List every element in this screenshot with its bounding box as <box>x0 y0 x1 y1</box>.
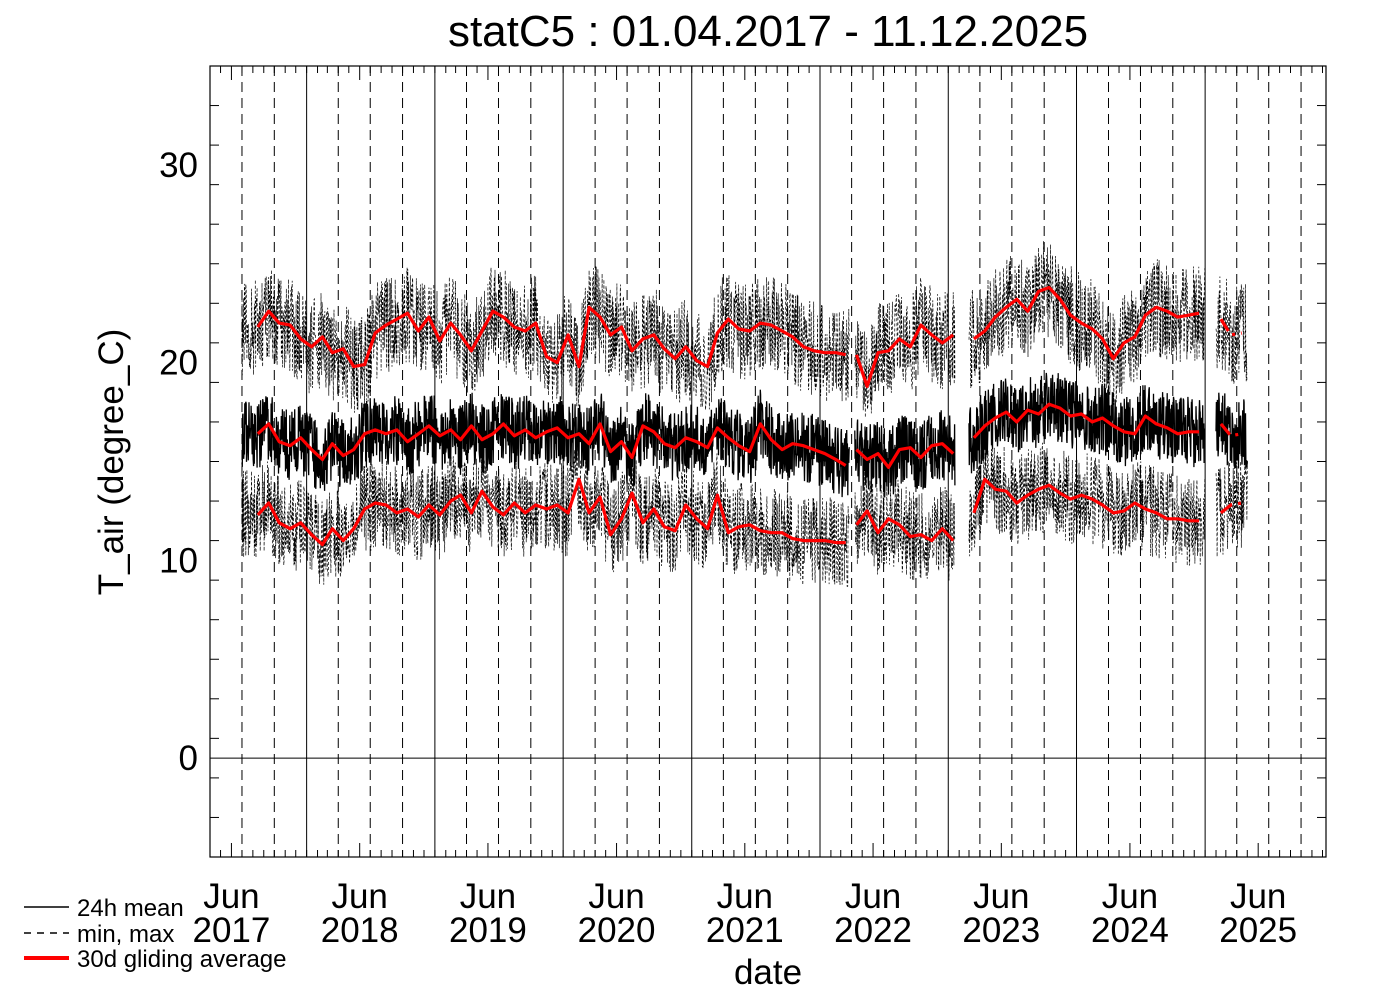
x-tick-labels: Jun2017Jun2018Jun2019Jun2020Jun2021Jun20… <box>192 877 1297 950</box>
gliding-average-max-line <box>256 305 847 369</box>
gliding-average-mean-line <box>256 422 847 467</box>
legend: 24h mean min, max 30d gliding average <box>24 895 287 973</box>
gliding-average-min-line <box>855 509 955 543</box>
daily-max-trace <box>854 277 956 418</box>
daily-max-trace <box>968 240 1206 405</box>
x-tick-year: 2021 <box>706 911 784 950</box>
daily-mean-series <box>241 372 1248 498</box>
y-tick-label: 10 <box>159 541 198 580</box>
y-tick-label: 0 <box>179 739 198 778</box>
gliding-average-max-line <box>1219 318 1242 337</box>
legend-label-average: 30d gliding average <box>77 946 287 973</box>
x-tick-month: Jun <box>588 877 644 916</box>
x-tick-year: 2018 <box>321 911 399 950</box>
daily-mean-trace <box>241 389 850 498</box>
gliding-average-max-line <box>972 285 1200 361</box>
gliding-average-min-line <box>256 477 846 547</box>
y-tick-label: 20 <box>159 344 198 383</box>
x-tick-month: Jun <box>1230 877 1286 916</box>
gliding-average-mean-line <box>1219 422 1242 438</box>
daily-mean-trace <box>854 410 956 498</box>
x-tick-month: Jun <box>845 877 901 916</box>
gliding-average-mean-line <box>855 442 955 469</box>
legend-label-mean: 24h mean <box>77 895 184 922</box>
daily-max-trace <box>1215 276 1248 385</box>
daily-mean-trace <box>968 372 1206 474</box>
x-tick-month: Jun <box>331 877 387 916</box>
gliding-average-min-line <box>1219 501 1242 515</box>
x-tick-year: 2022 <box>834 911 912 950</box>
x-tick-year: 2017 <box>192 911 270 950</box>
legend-label-minmax: min, max <box>77 921 174 948</box>
y-tick-labels: 0 10 20 30 <box>159 146 198 778</box>
x-tick-month: Jun <box>973 877 1029 916</box>
y-axis-label: T_air (degree_C) <box>92 329 131 596</box>
daily-max-trace <box>241 265 850 413</box>
min-max-series <box>241 240 1248 587</box>
x-tick-month: Jun <box>717 877 773 916</box>
x-tick-month: Jun <box>1102 877 1158 916</box>
daily-min-trace <box>968 437 1206 566</box>
daily-min-trace <box>241 444 850 587</box>
x-tick-month: Jun <box>460 877 516 916</box>
daily-min-trace <box>1215 460 1248 557</box>
gliding-average-max-line <box>854 323 955 388</box>
grid-lines <box>210 66 1326 857</box>
x-tick-year: 2019 <box>449 911 527 950</box>
x-tick-month: Jun <box>203 877 259 916</box>
x-tick-year: 2024 <box>1091 911 1169 950</box>
x-tick-year: 2023 <box>962 911 1040 950</box>
plot-frame <box>209 65 1327 858</box>
x-axis-label: date <box>734 953 802 992</box>
gliding-average-min-line <box>972 477 1200 523</box>
y-tick-label: 30 <box>159 146 198 185</box>
gliding-average-mean-line <box>972 402 1200 439</box>
plot-border <box>209 65 1327 858</box>
gliding-average-series <box>256 285 1242 547</box>
x-tick-year: 2020 <box>578 911 656 950</box>
daily-mean-trace <box>1215 392 1248 469</box>
daily-min-trace <box>854 471 956 581</box>
x-tick-year: 2025 <box>1219 911 1297 950</box>
chart-title: statC5 : 01.04.2017 - 11.12.2025 <box>448 7 1088 56</box>
